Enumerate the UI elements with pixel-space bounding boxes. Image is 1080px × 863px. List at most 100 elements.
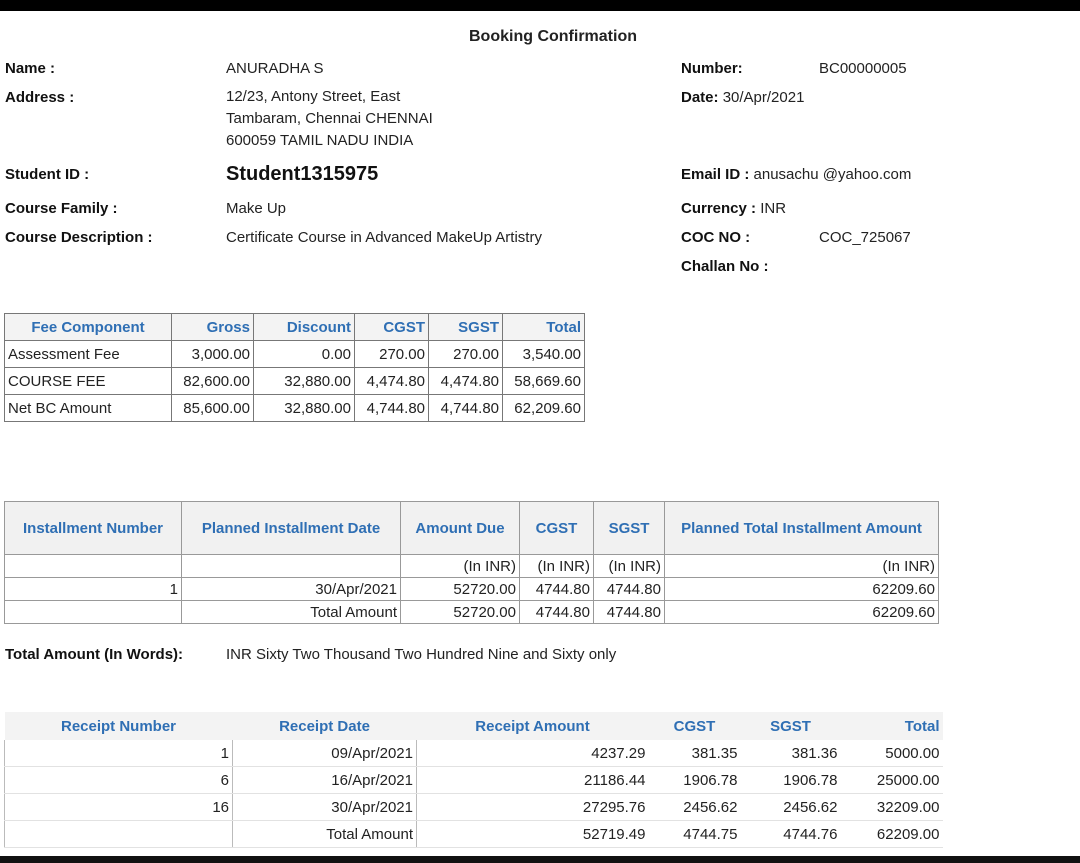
- receipt-cell: 4744.76: [740, 820, 841, 848]
- installment-unit: (In INR): [664, 554, 939, 578]
- receipt-header-sgst: SGST: [740, 712, 841, 740]
- fee-row: COURSE FEE 82,600.00 32,880.00 4,474.80 …: [4, 367, 585, 395]
- fee-header-sgst: SGST: [428, 313, 503, 341]
- fee-cell: 4,474.80: [428, 367, 503, 395]
- number-label: Number:: [681, 60, 743, 77]
- fee-cell: 3,000.00: [171, 340, 254, 368]
- student-id-value: Student1315975: [226, 163, 379, 185]
- receipt-cell: Total Amount: [232, 820, 417, 848]
- receipt-cell: 4237.29: [416, 740, 649, 767]
- fee-cell: 82,600.00: [171, 367, 254, 395]
- installment-cell: 4744.80: [593, 577, 665, 601]
- page-title: Booking Confirmation: [469, 28, 637, 45]
- receipt-header-total: Total: [840, 712, 943, 740]
- fee-cell: 270.00: [428, 340, 503, 368]
- receipt-cell: 52719.49: [416, 820, 649, 848]
- address-label: Address :: [5, 89, 75, 106]
- fee-cell: 4,474.80: [354, 367, 429, 395]
- installment-units-row: (In INR) (In INR) (In INR) (In INR): [4, 554, 939, 578]
- installment-header-date: Planned Installment Date: [181, 501, 401, 555]
- receipt-cell: 1906.78: [740, 766, 841, 794]
- bottom-bar: [0, 856, 1080, 863]
- receipt-row: 6 16/Apr/2021 21186.44 1906.78 1906.78 2…: [4, 766, 943, 794]
- receipt-row: 1 09/Apr/2021 4237.29 381.35 381.36 5000…: [4, 740, 943, 767]
- receipt-cell: 2456.62: [740, 793, 841, 821]
- receipt-cell: 16: [4, 793, 233, 821]
- course-family-value: Make Up: [226, 200, 287, 217]
- receipt-header-number: Receipt Number: [4, 712, 233, 740]
- fee-cell: 58,669.60: [502, 367, 585, 395]
- receipt-cell: 32209.00: [840, 793, 943, 821]
- installment-header-sgst: SGST: [593, 501, 665, 555]
- course-description-value: Certificate Course in Advanced MakeUp Ar…: [226, 229, 542, 246]
- installment-header-total: Planned Total Installment Amount: [664, 501, 939, 555]
- receipt-total-row: Total Amount 52719.49 4744.75 4744.76 62…: [4, 820, 943, 848]
- installment-total-row: Total Amount 52720.00 4744.80 4744.80 62…: [4, 600, 939, 624]
- email-label: Email ID :: [681, 166, 750, 183]
- receipt-cell: 6: [4, 766, 233, 794]
- receipt-cell: 4744.75: [648, 820, 741, 848]
- top-bar: [0, 0, 1080, 11]
- fee-header-total: Total: [502, 313, 585, 341]
- receipt-header-date: Receipt Date: [232, 712, 417, 740]
- receipt-cell: 1: [4, 740, 233, 767]
- fee-cell: 62,209.60: [502, 394, 585, 422]
- receipt-cell: 27295.76: [416, 793, 649, 821]
- fee-row: Assessment Fee 3,000.00 0.00 270.00 270.…: [4, 340, 585, 368]
- receipt-cell: 21186.44: [416, 766, 649, 794]
- receipt-cell: 5000.00: [840, 740, 943, 767]
- fee-cell: 32,880.00: [253, 394, 355, 422]
- installment-unit: [4, 554, 182, 578]
- installment-cell: [4, 600, 182, 624]
- total-words-label: Total Amount (In Words):: [5, 646, 184, 663]
- coc-label: COC NO :: [681, 229, 751, 246]
- currency-label: Currency :: [681, 200, 757, 217]
- name-label: Name :: [5, 60, 56, 77]
- fee-header-discount: Discount: [253, 313, 355, 341]
- coc-value: COC_725067: [819, 229, 911, 246]
- installment-cell: 62209.60: [664, 600, 939, 624]
- receipt-cell: 30/Apr/2021: [232, 793, 417, 821]
- fee-header-gross: Gross: [171, 313, 254, 341]
- installment-row: 1 30/Apr/2021 52720.00 4744.80 4744.80 6…: [4, 577, 939, 601]
- fee-row: Net BC Amount 85,600.00 32,880.00 4,744.…: [4, 394, 585, 422]
- receipt-cell: 381.36: [740, 740, 841, 767]
- course-description-label: Course Description :: [5, 229, 153, 246]
- installment-unit: (In INR): [593, 554, 665, 578]
- receipt-cell: 2456.62: [648, 793, 741, 821]
- currency-row: Currency : INR: [681, 200, 786, 217]
- fee-cell: 4,744.80: [354, 394, 429, 422]
- fee-cell: 0.00: [253, 340, 355, 368]
- date-row: Date: 30/Apr/2021: [681, 89, 804, 106]
- date-label: Date:: [681, 89, 719, 106]
- total-words-value: INR Sixty Two Thousand Two Hundred Nine …: [226, 646, 617, 663]
- email-value: anusachu @yahoo.com: [753, 166, 912, 183]
- installment-cell: 4744.80: [519, 577, 594, 601]
- installment-unit: (In INR): [400, 554, 520, 578]
- installment-cell: 52720.00: [400, 577, 520, 601]
- installment-header-cgst: CGST: [519, 501, 594, 555]
- fee-cell: Net BC Amount: [4, 394, 172, 422]
- receipt-header-row: Receipt Number Receipt Date Receipt Amou…: [4, 712, 943, 740]
- receipt-cell: 16/Apr/2021: [232, 766, 417, 794]
- installment-cell: 30/Apr/2021: [181, 577, 401, 601]
- fee-header-cgst: CGST: [354, 313, 429, 341]
- student-id-label: Student ID :: [5, 166, 90, 183]
- installment-cell: 4744.80: [519, 600, 594, 624]
- fee-cell: 270.00: [354, 340, 429, 368]
- installment-header-number: Installment Number: [4, 501, 182, 555]
- receipt-cell: 09/Apr/2021: [232, 740, 417, 767]
- installment-cell: 52720.00: [400, 600, 520, 624]
- installment-header-row: Installment Number Planned Installment D…: [4, 501, 939, 555]
- receipt-cell: 25000.00: [840, 766, 943, 794]
- receipt-header-amount: Receipt Amount: [416, 712, 649, 740]
- address-value: 12/23, Antony Street, East Tambaram, Che…: [226, 88, 433, 149]
- fee-table: Fee Component Gross Discount CGST SGST T…: [4, 313, 585, 422]
- receipt-cell: 1906.78: [648, 766, 741, 794]
- receipt-row: 16 30/Apr/2021 27295.76 2456.62 2456.62 …: [4, 793, 943, 821]
- fee-cell: Assessment Fee: [4, 340, 172, 368]
- installment-table: Installment Number Planned Installment D…: [4, 501, 939, 624]
- receipt-header-cgst: CGST: [648, 712, 741, 740]
- fee-cell: 85,600.00: [171, 394, 254, 422]
- receipt-cell: [4, 820, 233, 848]
